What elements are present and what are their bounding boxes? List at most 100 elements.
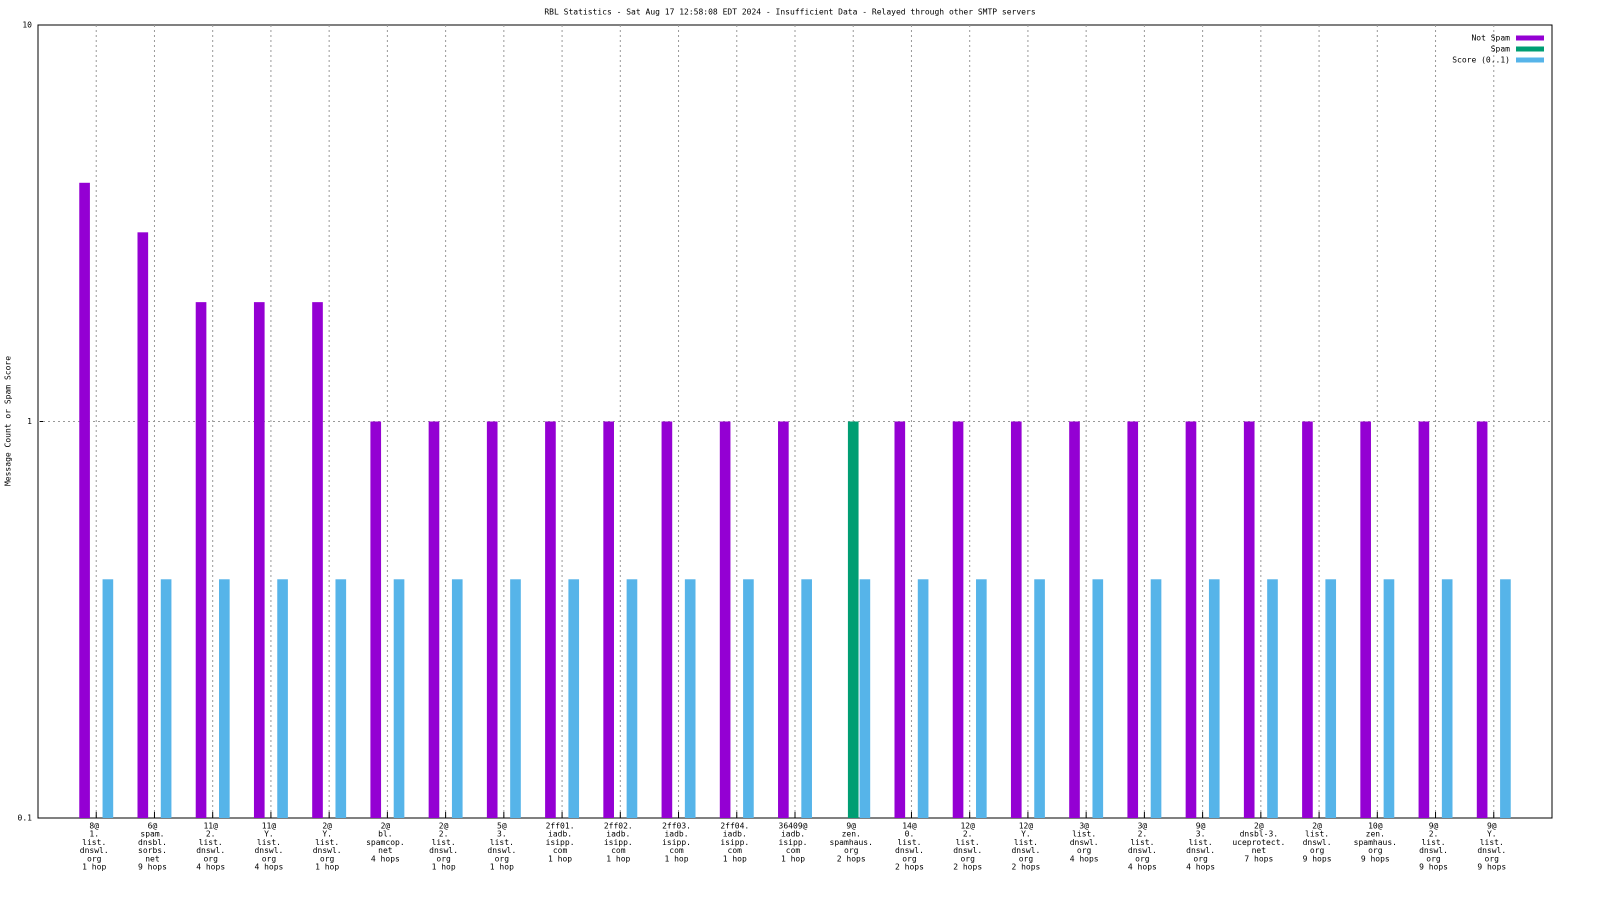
x-tick-label: 8@	[89, 822, 99, 831]
x-tick-label: 9@	[1487, 822, 1497, 831]
x-tick-label: 2ff02.	[604, 822, 633, 831]
y-tick-label: 1	[27, 417, 32, 426]
bar	[486, 421, 498, 818]
x-tick-label: isipp.	[779, 838, 808, 847]
x-tick-label: bl.	[378, 830, 392, 839]
x-tick-label: 0.	[905, 830, 915, 839]
x-tick-label: 9@	[846, 822, 856, 831]
x-tick-label: org	[902, 854, 917, 863]
x-tick-label: 11@	[262, 822, 277, 831]
x-tick-label: isipp.	[662, 838, 691, 847]
x-tick-label: 2.	[439, 830, 449, 839]
x-tick-label: 1 hop	[548, 854, 572, 863]
bar	[1185, 421, 1197, 818]
x-tick-label: com	[611, 846, 626, 855]
x-tick-label: 2.	[963, 830, 973, 839]
x-tick-label: 1 hop	[432, 863, 456, 872]
x-tick-label: net	[145, 854, 160, 863]
bar	[952, 421, 964, 818]
bar	[1127, 421, 1139, 818]
x-tick-label: iadb.	[664, 830, 688, 839]
x-tick-label: 6@	[148, 822, 158, 831]
x-tick-label: 11@	[203, 822, 218, 831]
bar	[1243, 421, 1255, 818]
bar	[451, 579, 463, 818]
x-tick-label: 4 hops	[254, 863, 283, 872]
bar	[335, 579, 347, 818]
x-tick-label: 12@	[960, 822, 975, 831]
bar	[719, 421, 731, 818]
x-tick-label: org	[436, 854, 451, 863]
x-tick-label: org	[1135, 854, 1150, 863]
bar	[219, 579, 230, 818]
x-tick-label: 3@	[1138, 822, 1148, 831]
chart-title: RBL Statistics - Sat Aug 17 12:58:08 EDT…	[544, 8, 1035, 17]
x-tick-label: org	[1193, 854, 1208, 863]
bar	[801, 579, 812, 818]
bar	[684, 579, 696, 818]
x-tick-label: 36409@	[779, 822, 808, 831]
x-tick-label: dnswl.	[953, 846, 982, 855]
x-tick-label: 14@	[902, 822, 917, 831]
x-tick-label: 3.	[1196, 830, 1206, 839]
x-tick-label: org	[1077, 846, 1092, 855]
x-tick-label: org	[87, 854, 102, 863]
bar	[568, 579, 580, 818]
bar	[603, 421, 614, 818]
x-tick-label: 1 hop	[664, 854, 688, 863]
bar	[1034, 579, 1045, 818]
legend-label: Score (0..1)	[1452, 56, 1510, 65]
x-tick-label: 1 hop	[490, 863, 514, 872]
x-tick-label: 7 hops	[1244, 854, 1273, 863]
bar	[626, 579, 638, 818]
x-tick-label: org	[960, 854, 975, 863]
bar	[102, 579, 114, 818]
bar	[195, 302, 207, 818]
bar	[661, 421, 673, 818]
x-tick-label: iadb.	[723, 830, 747, 839]
x-tick-label: dnswl.	[1419, 846, 1448, 855]
x-tick-label: org	[1426, 854, 1441, 863]
x-tick-label: 9@	[1429, 822, 1439, 831]
x-tick-label: 9 hops	[1477, 863, 1506, 872]
x-tick-label: dnswl.	[254, 846, 283, 855]
x-tick-label: dnswl.	[1303, 838, 1332, 847]
legend-label: Spam	[1491, 45, 1510, 54]
x-tick-label: org	[320, 854, 335, 863]
x-tick-label: org	[203, 854, 218, 863]
x-tick-label: 9 hops	[1361, 854, 1390, 863]
x-tick-label: 2@	[1254, 822, 1264, 831]
x-tick-label: list.	[82, 838, 106, 847]
x-tick-label: org	[1368, 846, 1383, 855]
x-tick-label: 2 hops	[953, 863, 982, 872]
x-tick-label: dnswl.	[313, 846, 342, 855]
x-tick-label: dnswl.	[1477, 846, 1506, 855]
x-tick-label: 1 hop	[723, 854, 747, 863]
x-tick-label: 2ff03.	[662, 822, 691, 831]
bar	[1325, 579, 1337, 818]
x-tick-label: 4 hops	[1186, 863, 1215, 872]
x-tick-label: dnswl.	[1186, 846, 1215, 855]
x-tick-label: 2@	[322, 822, 332, 831]
x-tick-label: 2.	[206, 830, 216, 839]
x-tick-label: com	[728, 846, 743, 855]
x-tick-label: 2 hops	[837, 854, 866, 863]
x-tick-label: zen.	[1366, 830, 1385, 839]
x-tick-label: spamhaus.	[1354, 838, 1397, 847]
x-tick-label: 1 hop	[606, 854, 630, 863]
y-tick-label: 0.1	[18, 814, 33, 823]
x-tick-label: isipp.	[604, 838, 633, 847]
bar	[743, 579, 754, 818]
bar	[1476, 421, 1488, 818]
bar	[1360, 421, 1371, 818]
x-tick-label: list.	[432, 838, 456, 847]
bar	[1418, 421, 1430, 818]
x-tick-label: 4 hops	[371, 854, 400, 863]
x-tick-label: list.	[1014, 838, 1038, 847]
x-tick-label: 9 hops	[1419, 863, 1448, 872]
x-tick-label: spam.	[140, 830, 164, 839]
bar	[976, 579, 987, 818]
y-tick-label: 10	[22, 21, 32, 30]
x-tick-label: com	[553, 846, 568, 855]
